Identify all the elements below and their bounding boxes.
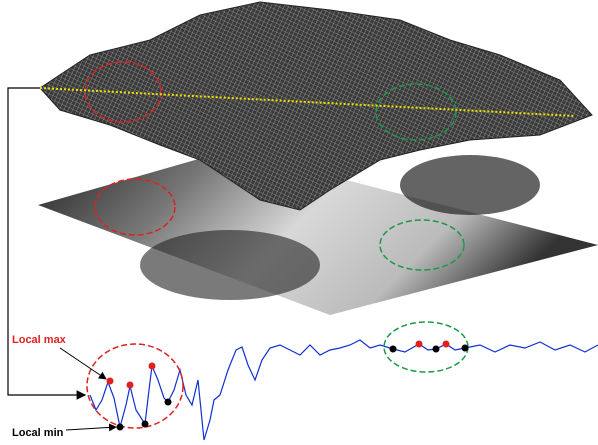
connector-arrow — [8, 88, 85, 395]
region-red — [87, 344, 183, 428]
local-min-points — [117, 345, 469, 431]
local-max-label: Local max — [12, 334, 67, 346]
region-green — [384, 322, 468, 372]
local-min-label: Local min — [12, 427, 64, 439]
label-arrow — [66, 427, 116, 430]
dark-patch — [140, 230, 320, 300]
label-arrow — [60, 348, 106, 379]
dark-patch — [400, 155, 540, 215]
figure: Local max Local min — [0, 0, 598, 445]
